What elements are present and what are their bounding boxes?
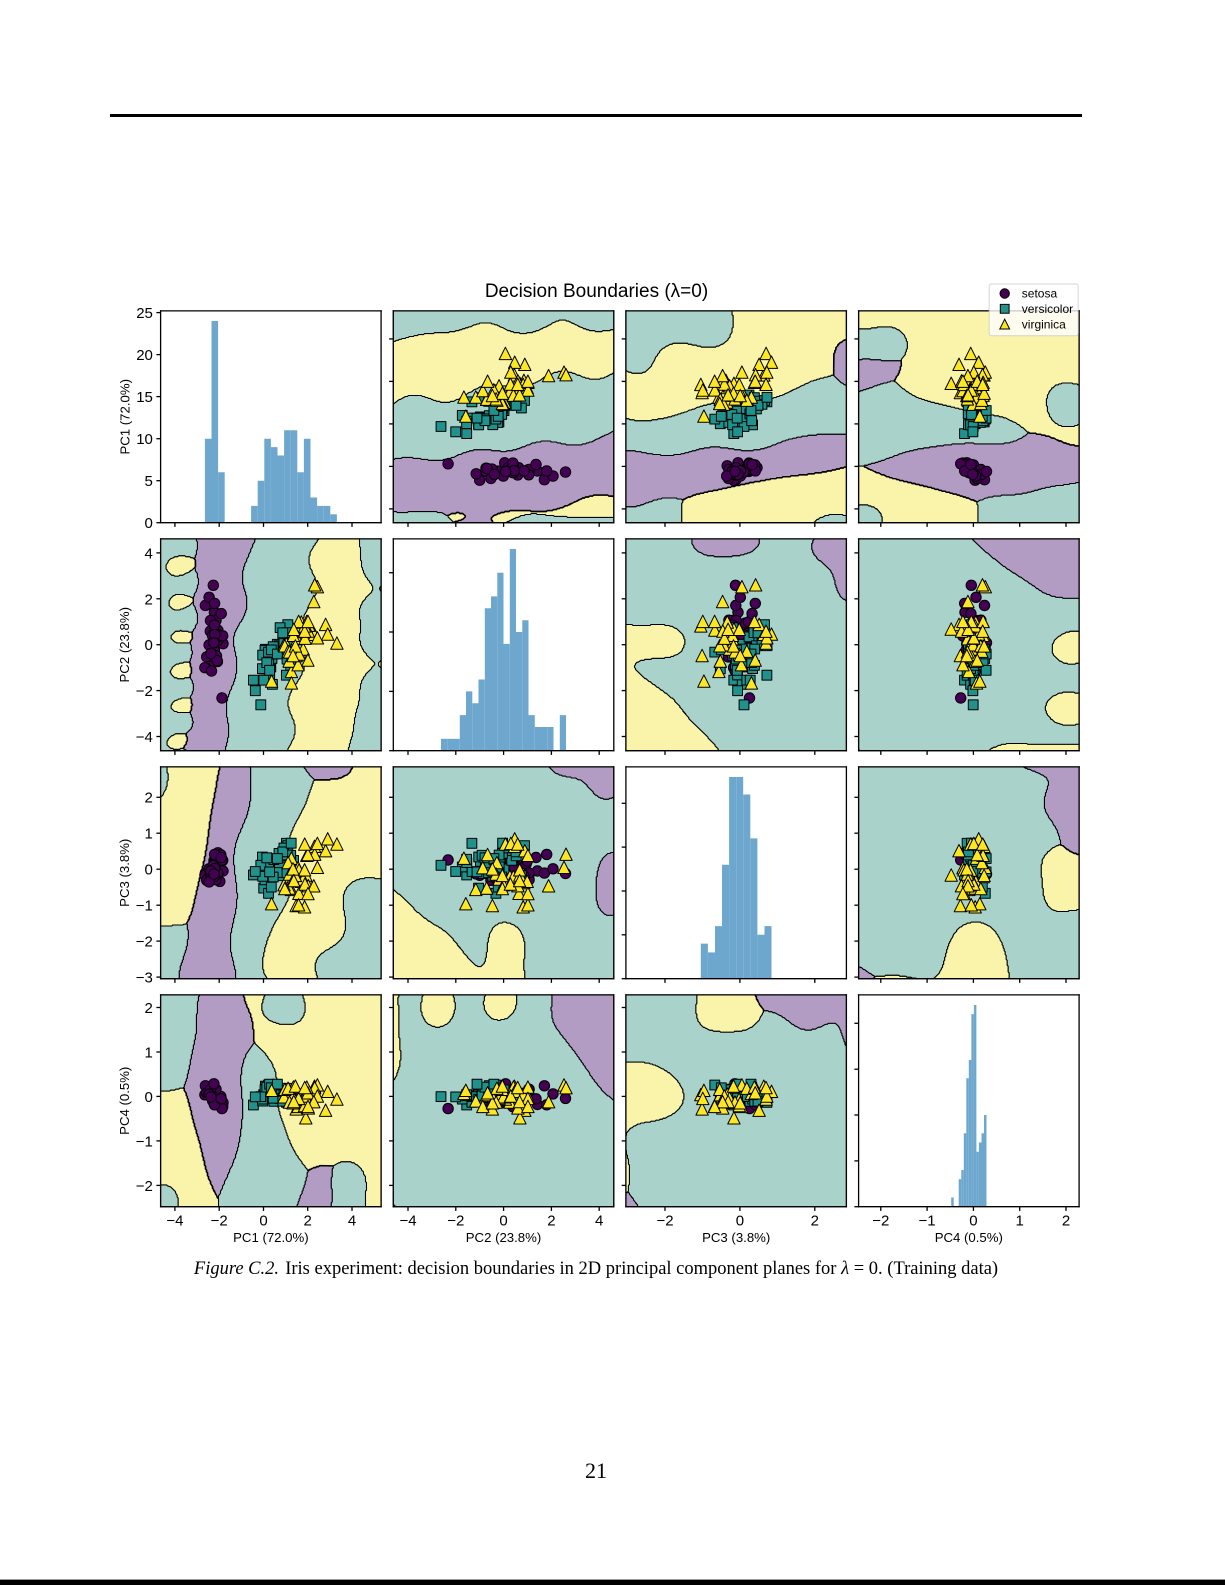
svg-text:−1: −1: [136, 1133, 153, 1150]
svg-text:Decision Boundaries (λ=0): Decision Boundaries (λ=0): [485, 281, 708, 302]
svg-text:−2: −2: [136, 1178, 153, 1195]
svg-text:25: 25: [136, 305, 153, 322]
svg-text:2: 2: [1062, 1212, 1070, 1229]
svg-text:PC1 (72.0%): PC1 (72.0%): [117, 379, 132, 455]
svg-text:0: 0: [145, 637, 153, 654]
svg-text:−2: −2: [211, 1212, 228, 1229]
svg-text:−4: −4: [399, 1212, 416, 1229]
svg-text:5: 5: [145, 473, 153, 490]
svg-text:−4: −4: [136, 729, 153, 746]
svg-text:2: 2: [145, 1000, 153, 1017]
svg-text:2: 2: [811, 1212, 819, 1229]
svg-text:−1: −1: [919, 1212, 936, 1229]
svg-text:15: 15: [136, 389, 153, 406]
svg-text:2: 2: [547, 1212, 555, 1229]
svg-text:0: 0: [145, 862, 153, 879]
svg-text:0: 0: [259, 1212, 267, 1229]
svg-text:−2: −2: [136, 683, 153, 700]
svg-text:0: 0: [736, 1212, 744, 1229]
svg-text:PC4 (0.5%): PC4 (0.5%): [935, 1230, 1003, 1245]
svg-text:PC2 (23.8%): PC2 (23.8%): [117, 607, 132, 683]
svg-text:setosa: setosa: [1022, 287, 1058, 301]
svg-text:2: 2: [304, 1212, 312, 1229]
svg-text:1: 1: [145, 826, 153, 843]
svg-text:−4: −4: [166, 1212, 183, 1229]
svg-text:PC2 (23.8%): PC2 (23.8%): [466, 1230, 542, 1245]
svg-text:0: 0: [145, 1089, 153, 1106]
svg-text:PC1 (72.0%): PC1 (72.0%): [233, 1230, 309, 1245]
svg-text:0: 0: [499, 1212, 507, 1229]
svg-text:4: 4: [348, 1212, 356, 1229]
svg-text:−2: −2: [447, 1212, 464, 1229]
svg-text:versicolor: versicolor: [1022, 302, 1073, 316]
svg-text:PC4 (0.5%): PC4 (0.5%): [117, 1067, 132, 1135]
svg-text:−2: −2: [136, 934, 153, 951]
svg-text:4: 4: [145, 545, 153, 562]
svg-text:−1: −1: [136, 898, 153, 915]
svg-text:PC3 (3.8%): PC3 (3.8%): [117, 839, 132, 907]
svg-text:20: 20: [136, 347, 153, 364]
svg-text:10: 10: [136, 431, 153, 448]
svg-text:PC3 (3.8%): PC3 (3.8%): [702, 1230, 770, 1245]
svg-text:0: 0: [969, 1212, 977, 1229]
svg-text:1: 1: [1016, 1212, 1024, 1229]
svg-text:0: 0: [145, 515, 153, 532]
svg-text:4: 4: [595, 1212, 603, 1229]
svg-text:2: 2: [145, 790, 153, 807]
svg-text:−3: −3: [136, 970, 153, 987]
svg-text:2: 2: [145, 591, 153, 608]
svg-text:1: 1: [145, 1044, 153, 1061]
svg-text:virginica: virginica: [1022, 317, 1066, 331]
svg-text:−2: −2: [656, 1212, 673, 1229]
svg-text:−2: −2: [872, 1212, 889, 1229]
